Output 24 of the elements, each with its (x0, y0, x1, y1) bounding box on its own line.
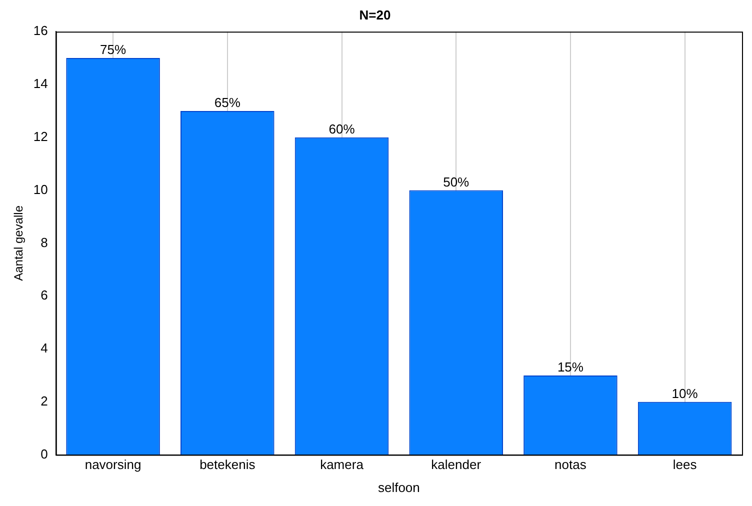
y-tick-label: 16 (33, 23, 48, 38)
x-tick-label: lees (672, 457, 698, 472)
y-tick-label: 0 (40, 446, 48, 462)
annotation: 75% (100, 42, 126, 58)
y-tick-label: 2 (40, 393, 48, 408)
annotation: 15% (557, 360, 584, 375)
x-axis-title: selfoon (378, 480, 420, 495)
x-tick-label: betekenis (200, 457, 256, 472)
chart-title: N=20 (359, 7, 391, 22)
y-tick-label: 14 (33, 76, 48, 92)
y-axis-title: Aantal gevalle (12, 205, 26, 281)
annotation: 50% (443, 174, 470, 190)
annotation: 65% (214, 95, 241, 110)
y-tick-label: 12 (33, 128, 48, 144)
annotation: 10% (672, 386, 698, 401)
x-tick-label: kamera (320, 457, 364, 472)
annotation: 60% (328, 121, 356, 136)
x-tick-label: kalender (431, 457, 482, 472)
x-tick-label: notas (554, 457, 587, 472)
y-tick-label: 4 (40, 340, 48, 356)
y-tick-label: 8 (40, 234, 48, 250)
x-tick-label: navorsing (84, 457, 142, 472)
y-tick-label: 10 (33, 182, 48, 197)
y-tick-label: 6 (40, 288, 48, 303)
